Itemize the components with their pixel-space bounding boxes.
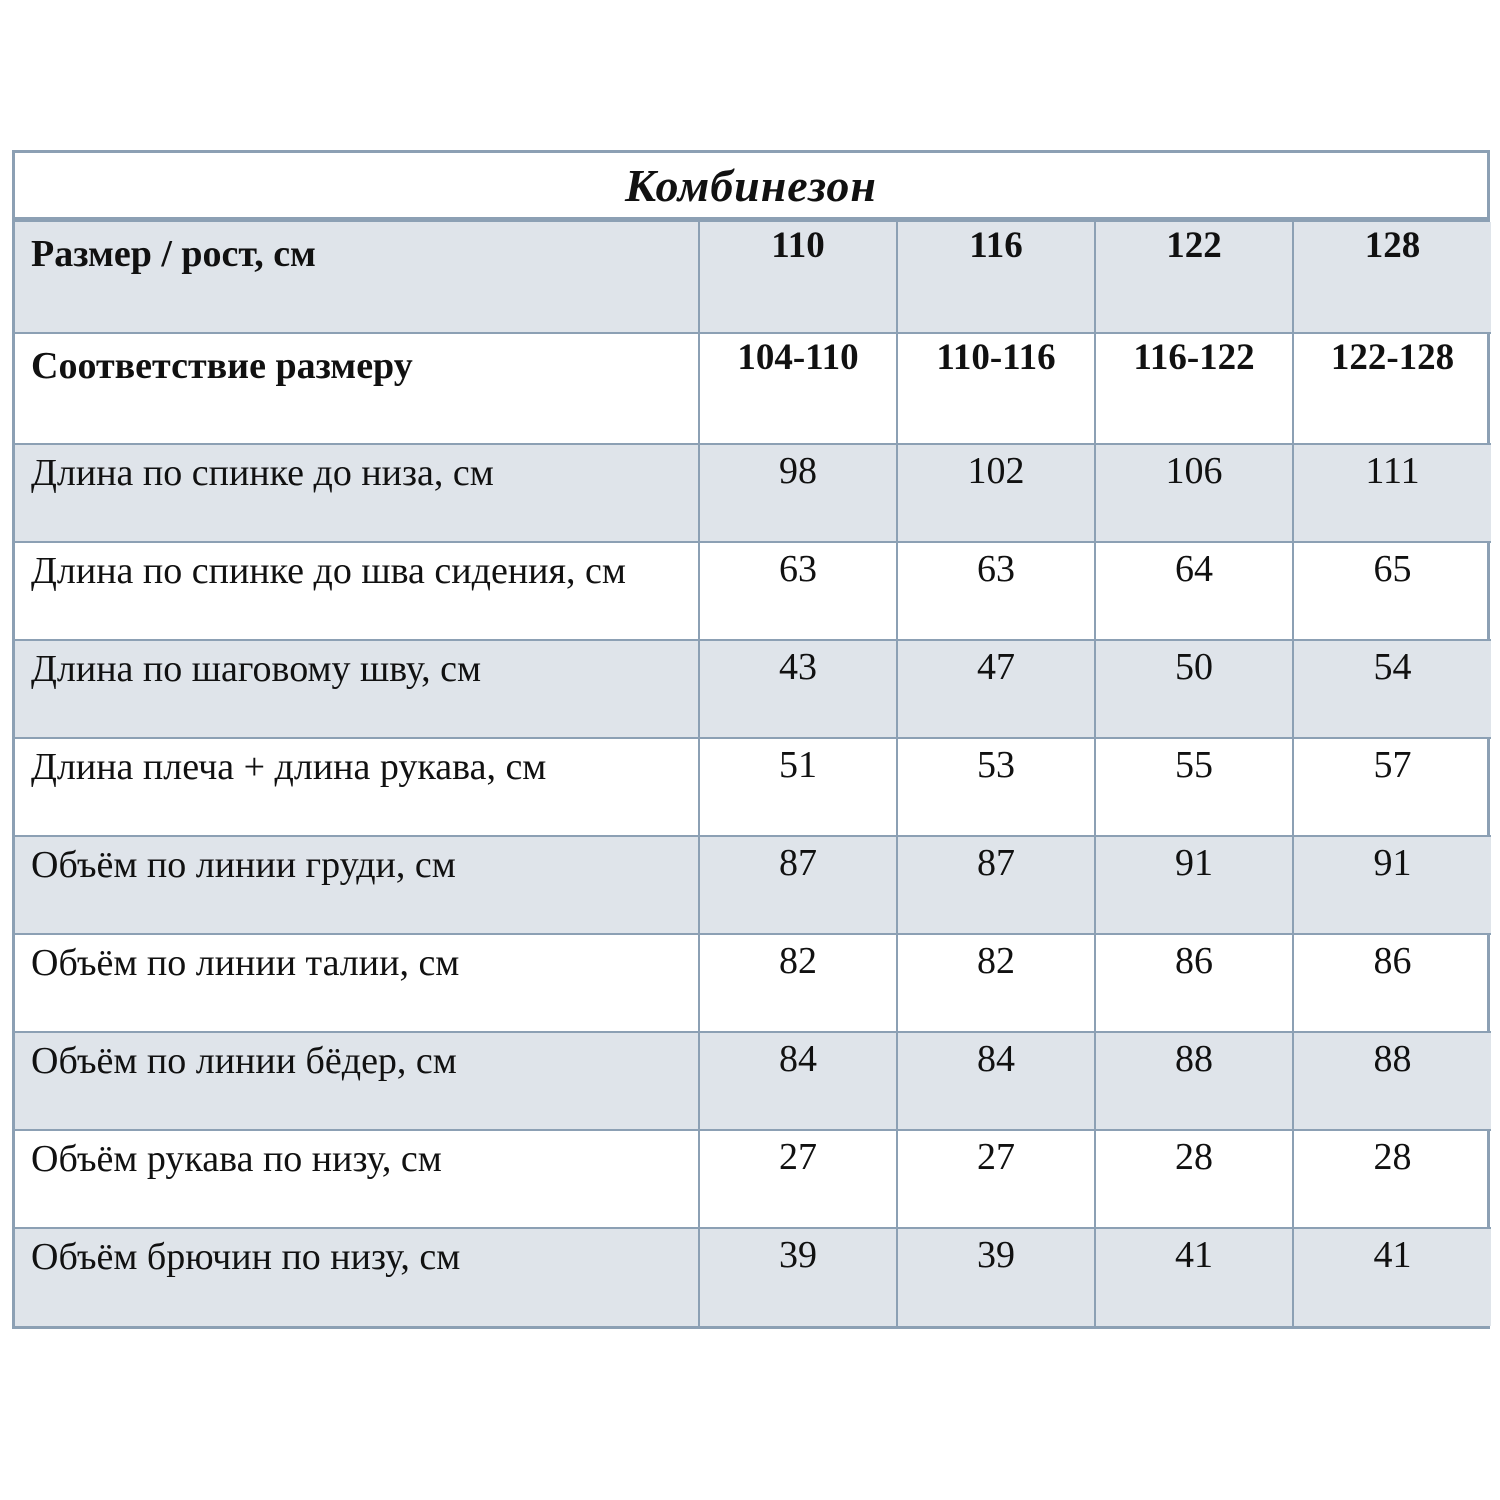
cell-value: 41 <box>1373 1234 1412 1276</box>
cell-value: 57 <box>1373 744 1412 786</box>
cell-value: 86 <box>1175 940 1213 982</box>
cell-value: 110 <box>771 225 825 266</box>
cell-value: 91 <box>1373 842 1412 884</box>
cell-value: 88 <box>1175 1038 1213 1080</box>
cell-value: 28 <box>1373 1136 1412 1178</box>
row-label: Объём брючин по низу, см <box>31 1236 461 1278</box>
cell-value: 63 <box>779 548 817 590</box>
cell-value: 41 <box>1175 1234 1213 1276</box>
row-label: Объём рукава по низу, см <box>31 1138 442 1180</box>
cell-value: 64 <box>1175 548 1213 590</box>
table-row: Длина по спинке до низа, см 98 102 106 1… <box>15 443 1491 543</box>
cell-value: 111 <box>1365 450 1420 492</box>
table-row: Длина по шаговому шву, см 43 47 50 54 <box>15 639 1491 739</box>
table-row: Объём по линии талии, см 82 82 86 86 <box>15 933 1491 1033</box>
row-label: Длина плеча + длина рукава, см <box>31 746 547 788</box>
table-row: Длина плеча + длина рукава, см 51 53 55 … <box>15 737 1491 837</box>
cell-value: 104-110 <box>737 337 859 378</box>
cell-value: 102 <box>967 450 1025 492</box>
cell-value: 82 <box>977 940 1015 982</box>
cell-value: 87 <box>779 842 817 884</box>
cell-value: 43 <box>779 646 817 688</box>
table-row: Объём по линии груди, см 87 87 91 91 <box>15 835 1491 935</box>
cell-value: 50 <box>1175 646 1213 688</box>
cell-value: 98 <box>779 450 817 492</box>
cell-value: 65 <box>1373 548 1412 590</box>
cell-value: 110-116 <box>936 337 1056 378</box>
size-height-row: Размер / рост, см 110 116 122 128 <box>15 222 1491 334</box>
cell-value: 122-128 <box>1330 337 1455 378</box>
cell-value: 106 <box>1165 450 1223 492</box>
row-label: Длина по спинке до шва сидения, см <box>31 550 626 592</box>
size-chart-table: Комбинезон Размер / рост, см 110 116 122… <box>12 150 1491 1329</box>
cell-value: 128 <box>1364 225 1421 266</box>
row-label: Размер / рост, см <box>31 233 316 275</box>
row-label: Объём по линии груди, см <box>31 844 456 886</box>
table-row: Объём рукава по низу, см 27 27 28 28 <box>15 1129 1491 1229</box>
row-label: Длина по шаговому шву, см <box>31 648 482 690</box>
row-label: Длина по спинке до низа, см <box>31 452 494 494</box>
cell-value: 28 <box>1175 1136 1213 1178</box>
table-row: Объём брючин по низу, см 39 39 41 41 <box>15 1227 1491 1326</box>
cell-value: 47 <box>977 646 1015 688</box>
table-row: Объём по линии бёдер, см 84 84 88 88 <box>15 1031 1491 1131</box>
cell-value: 87 <box>977 842 1015 884</box>
cell-value: 39 <box>779 1234 817 1276</box>
cell-value: 39 <box>977 1234 1015 1276</box>
cell-value: 91 <box>1175 842 1213 884</box>
row-label: Объём по линии талии, см <box>31 942 460 984</box>
cell-value: 51 <box>779 744 817 786</box>
cell-value: 86 <box>1373 940 1412 982</box>
cell-value: 122 <box>1166 225 1222 266</box>
cell-value: 27 <box>977 1136 1015 1178</box>
size-grid: Размер / рост, см 110 116 122 128 Соотве… <box>15 222 1491 1326</box>
cell-value: 27 <box>779 1136 817 1178</box>
cell-value: 116 <box>969 225 1023 266</box>
table-row: Длина по спинке до шва сидения, см 63 63… <box>15 541 1491 641</box>
table-title: Комбинезон <box>15 153 1487 222</box>
cell-value: 63 <box>977 548 1015 590</box>
size-correspondence-row: Соответствие размеру 104-110 110-116 116… <box>15 332 1491 445</box>
cell-value: 88 <box>1373 1038 1412 1080</box>
cell-value: 84 <box>977 1038 1015 1080</box>
cell-value: 116-122 <box>1133 337 1255 378</box>
row-label: Соответствие размеру <box>31 345 413 387</box>
cell-value: 54 <box>1373 646 1412 688</box>
row-label: Объём по линии бёдер, см <box>31 1040 457 1082</box>
cell-value: 53 <box>977 744 1015 786</box>
cell-value: 82 <box>779 940 817 982</box>
cell-value: 84 <box>779 1038 817 1080</box>
cell-value: 55 <box>1175 744 1213 786</box>
